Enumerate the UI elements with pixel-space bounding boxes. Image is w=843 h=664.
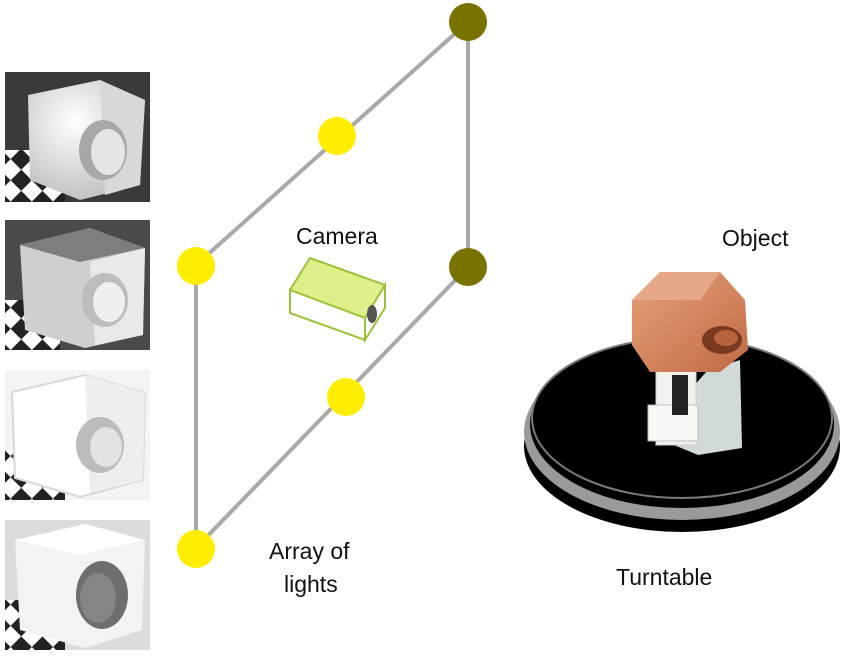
turntable-label: Turntable (616, 564, 712, 590)
sample-image-2 (5, 220, 150, 350)
light-bulb (327, 378, 365, 416)
camera-box-icon (288, 256, 387, 344)
light-bulb (318, 117, 356, 155)
lights-label-line1: Array of (269, 538, 350, 564)
sample-image-3 (5, 370, 150, 500)
sample-image-1 (5, 72, 150, 202)
sample-image-4 (5, 520, 150, 650)
light-bulb (177, 530, 215, 568)
lights-label-line2: lights (284, 571, 338, 597)
object-label: Object (722, 225, 789, 251)
light-bulb (177, 247, 215, 285)
light-bulb-dim (449, 3, 487, 41)
camera-label: Camera (296, 223, 378, 249)
light-bulb-dim (449, 248, 487, 286)
clay-cube-object (632, 272, 748, 446)
